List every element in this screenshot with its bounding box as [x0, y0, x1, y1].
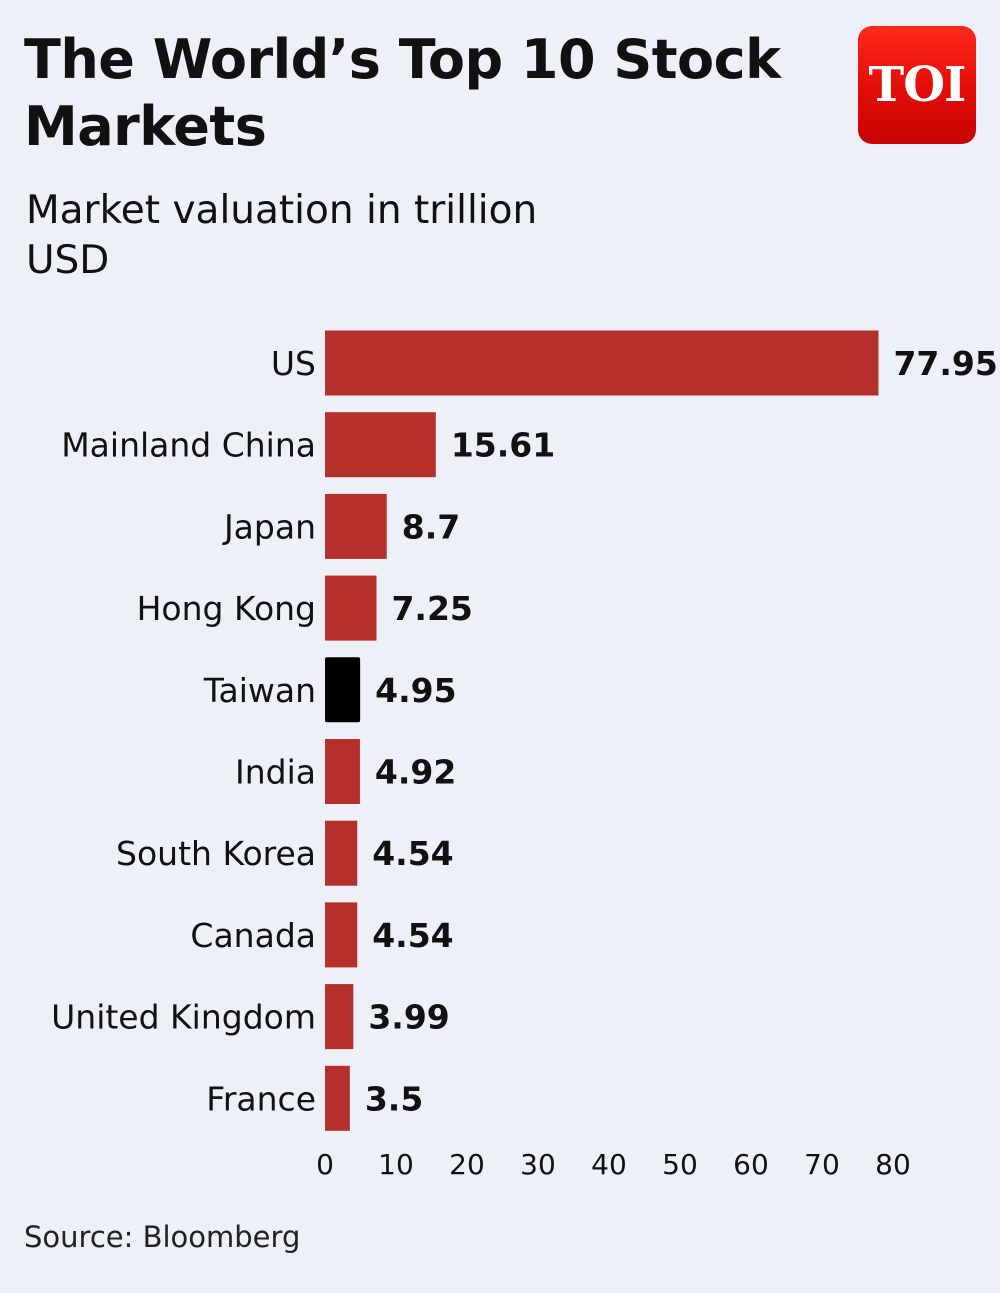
bar-united-kingdom: [325, 984, 354, 1050]
x-tick-label-30: 30: [520, 1148, 556, 1181]
x-tick-label-80: 80: [875, 1148, 911, 1181]
x-tick-label-40: 40: [591, 1148, 627, 1181]
value-label-japan: 8.7: [402, 507, 460, 546]
category-label-india: India: [235, 753, 316, 792]
bar-japan: [325, 493, 387, 559]
bar-hong-kong: [325, 575, 377, 641]
toi-logo: TOI: [858, 26, 976, 144]
value-label-taiwan: 4.95: [375, 671, 456, 710]
chart-subtitle: Market valuation in trillion USD: [26, 188, 538, 283]
x-tick-label-70: 70: [804, 1148, 840, 1181]
category-label-hong-kong: Hong Kong: [137, 589, 316, 628]
value-label-mainland-china: 15.61: [451, 426, 555, 465]
value-label-canada: 4.54: [372, 916, 453, 955]
category-label-japan: Japan: [222, 507, 316, 546]
value-label-india: 4.92: [375, 753, 456, 792]
category-label-us: US: [271, 344, 316, 383]
category-label-mainland-china: Mainland China: [61, 426, 316, 465]
value-label-france: 3.5: [365, 1079, 423, 1118]
category-label-france: France: [206, 1079, 316, 1118]
x-tick-label-10: 10: [378, 1148, 414, 1181]
bar-canada: [325, 902, 358, 968]
x-tick-label-50: 50: [662, 1148, 698, 1181]
bar-india: [325, 739, 360, 804]
value-label-us: 77.95: [893, 344, 997, 383]
category-label-canada: Canada: [190, 916, 316, 955]
bar-south-korea: [325, 820, 358, 886]
x-tick-label-20: 20: [449, 1148, 485, 1181]
value-label-south-korea: 4.54: [372, 834, 453, 873]
value-label-united-kingdom: 3.99: [368, 998, 449, 1037]
category-label-united-kingdom: United Kingdom: [51, 998, 316, 1037]
category-label-taiwan: Taiwan: [203, 671, 316, 710]
bar-france: [325, 1065, 350, 1131]
bar-taiwan: [325, 657, 361, 723]
chart-title: The World’s Top 10 Stock Markets: [24, 28, 781, 158]
value-label-hong-kong: 7.25: [391, 589, 472, 628]
x-tick-label-0: 0: [316, 1148, 334, 1181]
bar-mainland-china: [325, 412, 436, 478]
source-note: Source: Bloomberg: [24, 1220, 301, 1254]
category-label-south-korea: South Korea: [116, 834, 316, 873]
toi-logo-text: TOI: [868, 57, 967, 113]
bar-us: [325, 330, 879, 396]
x-tick-label-60: 60: [733, 1148, 769, 1181]
